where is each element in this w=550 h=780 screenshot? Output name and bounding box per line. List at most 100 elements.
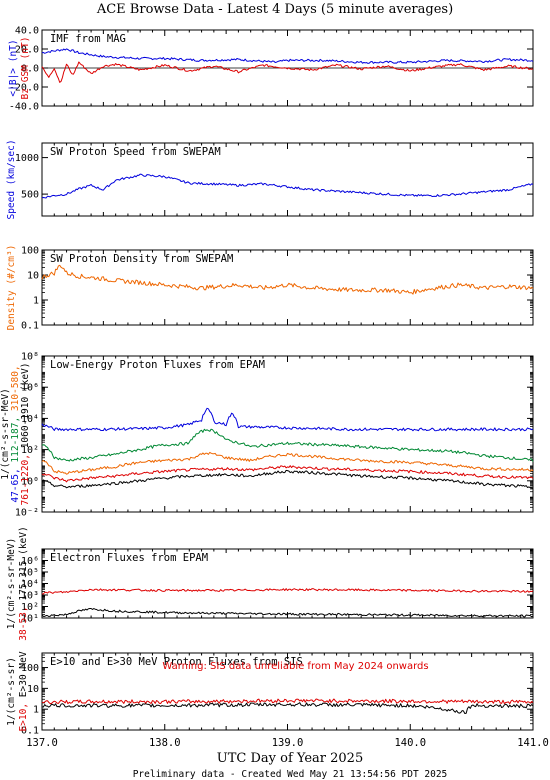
y-tick-label: 1 [33, 296, 39, 307]
y-axis-label-part: Bz GSM (nT) [20, 37, 31, 100]
series-line-1 [41, 698, 534, 705]
y-axis-label-line-2: Bz GSM (nT) [20, 37, 31, 100]
panels-group: IMF from MAG -40.0 -20.0 0.0 20.0 40.0 <|B|> (… [0, 26, 534, 737]
y-axis-label-line-1: 1/(cm²-s-sr-MeV) [0, 388, 11, 480]
y-axis-label-part: 761-1220, [20, 448, 31, 505]
y-axis-label-part: Speed (km/sec) [6, 139, 17, 219]
series-line-2 [41, 608, 534, 618]
y-axis-label-part: 1/(cm²-s-sr) [6, 657, 17, 726]
series-line-1 [41, 173, 534, 199]
x-tick-labels: 137.0 138.0 139.0 140.0 141.0 [26, 737, 549, 749]
y-axis-label-part: 310-580, [10, 365, 21, 411]
panel-5: Electron Fluxes from EPAM10¹10²10³10⁴10⁵… [6, 526, 534, 641]
y-axis-label-part: Density (#/cm³) [6, 245, 17, 331]
y-tick-label: 10⁶ [21, 556, 39, 567]
y-axis-label-part: 112-187, [10, 411, 21, 462]
x-tick-label: 139.0 [272, 737, 304, 749]
y-tick-label: 100 [21, 663, 39, 674]
x-ticks [41, 356, 534, 512]
series-line-2 [41, 61, 534, 83]
panel-1: IMF from MAG -40.0 -20.0 0.0 20.0 40.0 <|B|> (… [8, 26, 534, 113]
y-tick-label: 10⁸ [21, 352, 39, 363]
y-axis-label-part: 47-65, [10, 463, 21, 503]
panel-3: SW Proton Density from SWEPAM 0.1 1 10 100 De… [6, 245, 534, 332]
series-line-4 [41, 465, 534, 483]
y-axis-label-part: 1/(cm²-s-sr-MeV) [6, 538, 17, 630]
x-ticks [41, 250, 534, 325]
x-axis-title: UTC Day of Year 2025 [217, 751, 363, 766]
y-ticks: 10⁻² 10⁰ 10² 10⁴ 10⁶ 10⁸ [15, 352, 533, 519]
y-axis-label-part: 1060-1910 (keV) [20, 363, 31, 449]
y-axis-label-part: 38-53, [18, 601, 29, 641]
y-axis-label-part: E>10, [18, 697, 29, 731]
series-line-1 [41, 407, 534, 432]
y-tick-label: 10⁴ [21, 579, 39, 590]
panel-title: IMF from MAG [50, 33, 126, 45]
plot-frame [41, 355, 534, 513]
panel-title: Electron Fluxes from EPAM [50, 552, 208, 564]
y-tick-label: 10 [27, 684, 39, 695]
x-tick-label: 137.0 [26, 737, 58, 749]
x-tick-label: 141.0 [517, 737, 549, 749]
y-ticks: 500 1000 [15, 153, 533, 201]
panel-title: E>10 and E>30 MeV Proton Fluxes from SIS [50, 656, 303, 668]
y-tick-label: 10² [21, 602, 39, 613]
y-tick-label: 10 [27, 271, 39, 282]
y-tick-label: 0.0 [21, 64, 39, 75]
y-tick-label: 10⁶ [21, 383, 39, 394]
y-tick-label: 10² [21, 445, 39, 456]
panel-title: Low-Energy Proton Fluxes from EPAM [50, 359, 265, 371]
y-tick-label: 500 [21, 190, 39, 201]
y-axis-label-line-2: 47-65, 112-187, 310-580, [10, 365, 21, 502]
y-tick-label: 10⁻² [15, 508, 39, 519]
panel-6: E>10 and E>30 MeV Proton Fluxes from SIS… [6, 651, 534, 737]
x-ticks [41, 143, 534, 216]
y-axis-label-part: 175-315 (keV) [18, 526, 29, 600]
y-axis-label: Density (#/cm³) [6, 245, 17, 331]
series-line-1 [41, 264, 534, 295]
y-tick-label: 10⁰ [21, 476, 39, 487]
y-axis-label-line-2: 38-53, 175-315 (keV) [18, 526, 29, 640]
y-axis-label-line-1: <|B|> (nT) [8, 39, 19, 96]
x-ticks [41, 653, 534, 730]
y-axis-label-line-1: 1/(cm²-s-sr-MeV) [6, 538, 17, 630]
y-tick-label: 1 [33, 705, 39, 716]
y-tick-label: 10⁵ [21, 568, 39, 579]
y-tick-label: -40.0 [9, 102, 39, 113]
y-ticks: -40.0 -20.0 0.0 20.0 40.0 [9, 26, 533, 113]
series-line-2 [41, 428, 534, 462]
y-tick-label: 10³ [21, 591, 39, 602]
x-ticks [41, 30, 534, 106]
y-axis-label: Speed (km/sec) [6, 139, 17, 219]
panel-title: SW Proton Speed from SWEPAM [50, 146, 221, 158]
x-tick-label: 138.0 [149, 737, 181, 749]
series-line-1 [41, 48, 534, 64]
x-ticks [41, 549, 534, 618]
y-axis-label-line-2: E>10, E>30 MeV [18, 651, 29, 731]
y-axis-label-part: <|B|> (nT) [8, 39, 19, 96]
y-tick-label: 1000 [15, 153, 39, 164]
y-tick-label: 20.0 [15, 45, 39, 56]
panel-2: SW Proton Speed from SWEPAM 500 1000Speed … [6, 139, 534, 220]
figure-title: ACE Browse Data - Latest 4 Days (5 minut… [96, 2, 453, 17]
y-axis-label-line-3: 761-1220, 1060-1910 (keV) [20, 363, 31, 506]
footer-text: Preliminary data - Created Wed May 21 13… [133, 769, 448, 780]
y-axis-label-part: E>30 MeV [18, 651, 29, 697]
y-tick-label: -20.0 [9, 83, 39, 94]
series-line-1 [41, 588, 534, 595]
series-line-2 [41, 702, 534, 714]
y-tick-label: 100 [21, 246, 39, 257]
series-line-3 [41, 451, 534, 475]
y-ticks: 0.1 1 10 100 [21, 246, 533, 332]
y-axis-label-line-1: 1/(cm²-s-sr) [6, 657, 17, 726]
warning-text: Warning: SIS data unreliable from May 20… [162, 661, 428, 672]
panel-title: SW Proton Density from SWEPAM [50, 253, 233, 265]
y-tick-label: 10⁴ [21, 414, 39, 425]
y-tick-label: 40.0 [15, 26, 39, 37]
panel-4: Low-Energy Proton Fluxes from EPAM10⁻²10… [0, 352, 534, 519]
x-tick-label: 140.0 [394, 737, 426, 749]
series-line-5 [41, 469, 534, 489]
y-axis-label-part: 1/(cm²-s-sr-MeV) [0, 388, 11, 480]
